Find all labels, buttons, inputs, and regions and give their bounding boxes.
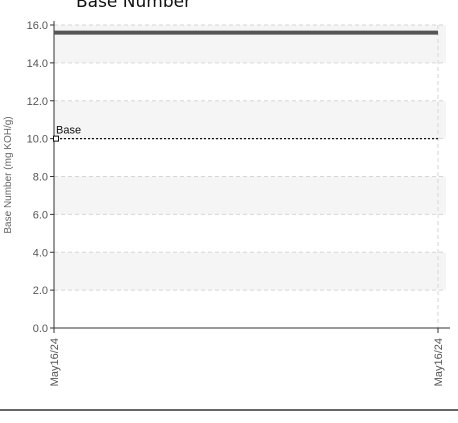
y-tick-label: 4.0 — [33, 247, 48, 259]
y-tick-label: 0.0 — [33, 323, 48, 335]
band — [54, 176, 446, 215]
reference-lines: Base — [53, 125, 438, 142]
axes — [50, 21, 450, 333]
y-axis-label: Base Number (mg KOH/g) — [3, 116, 14, 233]
y-tick-label: 6.0 — [33, 209, 48, 221]
x-tick-label: May16/24 — [49, 338, 61, 386]
y-tick-label: 12.0 — [27, 96, 48, 108]
y-tick-label: 2.0 — [33, 285, 48, 297]
x-tick-labels: May16/24 May16/24 — [49, 338, 445, 386]
band — [54, 290, 446, 328]
y-tick-labels: 0.0 2.0 4.0 6.0 8.0 10.0 12.0 14.0 16.0 — [27, 20, 48, 335]
band — [54, 214, 446, 253]
chart-title: Base Number — [76, 0, 191, 12]
band — [54, 138, 446, 177]
base-marker — [53, 135, 59, 142]
base-reference-label: Base — [56, 125, 81, 137]
band — [54, 100, 446, 139]
y-tick-label: 8.0 — [33, 172, 48, 184]
y-tick-label: 10.0 — [27, 134, 48, 146]
x-tick-label: May16/24 — [433, 338, 445, 386]
band — [54, 62, 446, 101]
y-tick-label: 16.0 — [27, 20, 48, 32]
y-tick-label: 14.0 — [27, 58, 48, 70]
band — [54, 252, 446, 291]
background-bands — [54, 25, 446, 328]
